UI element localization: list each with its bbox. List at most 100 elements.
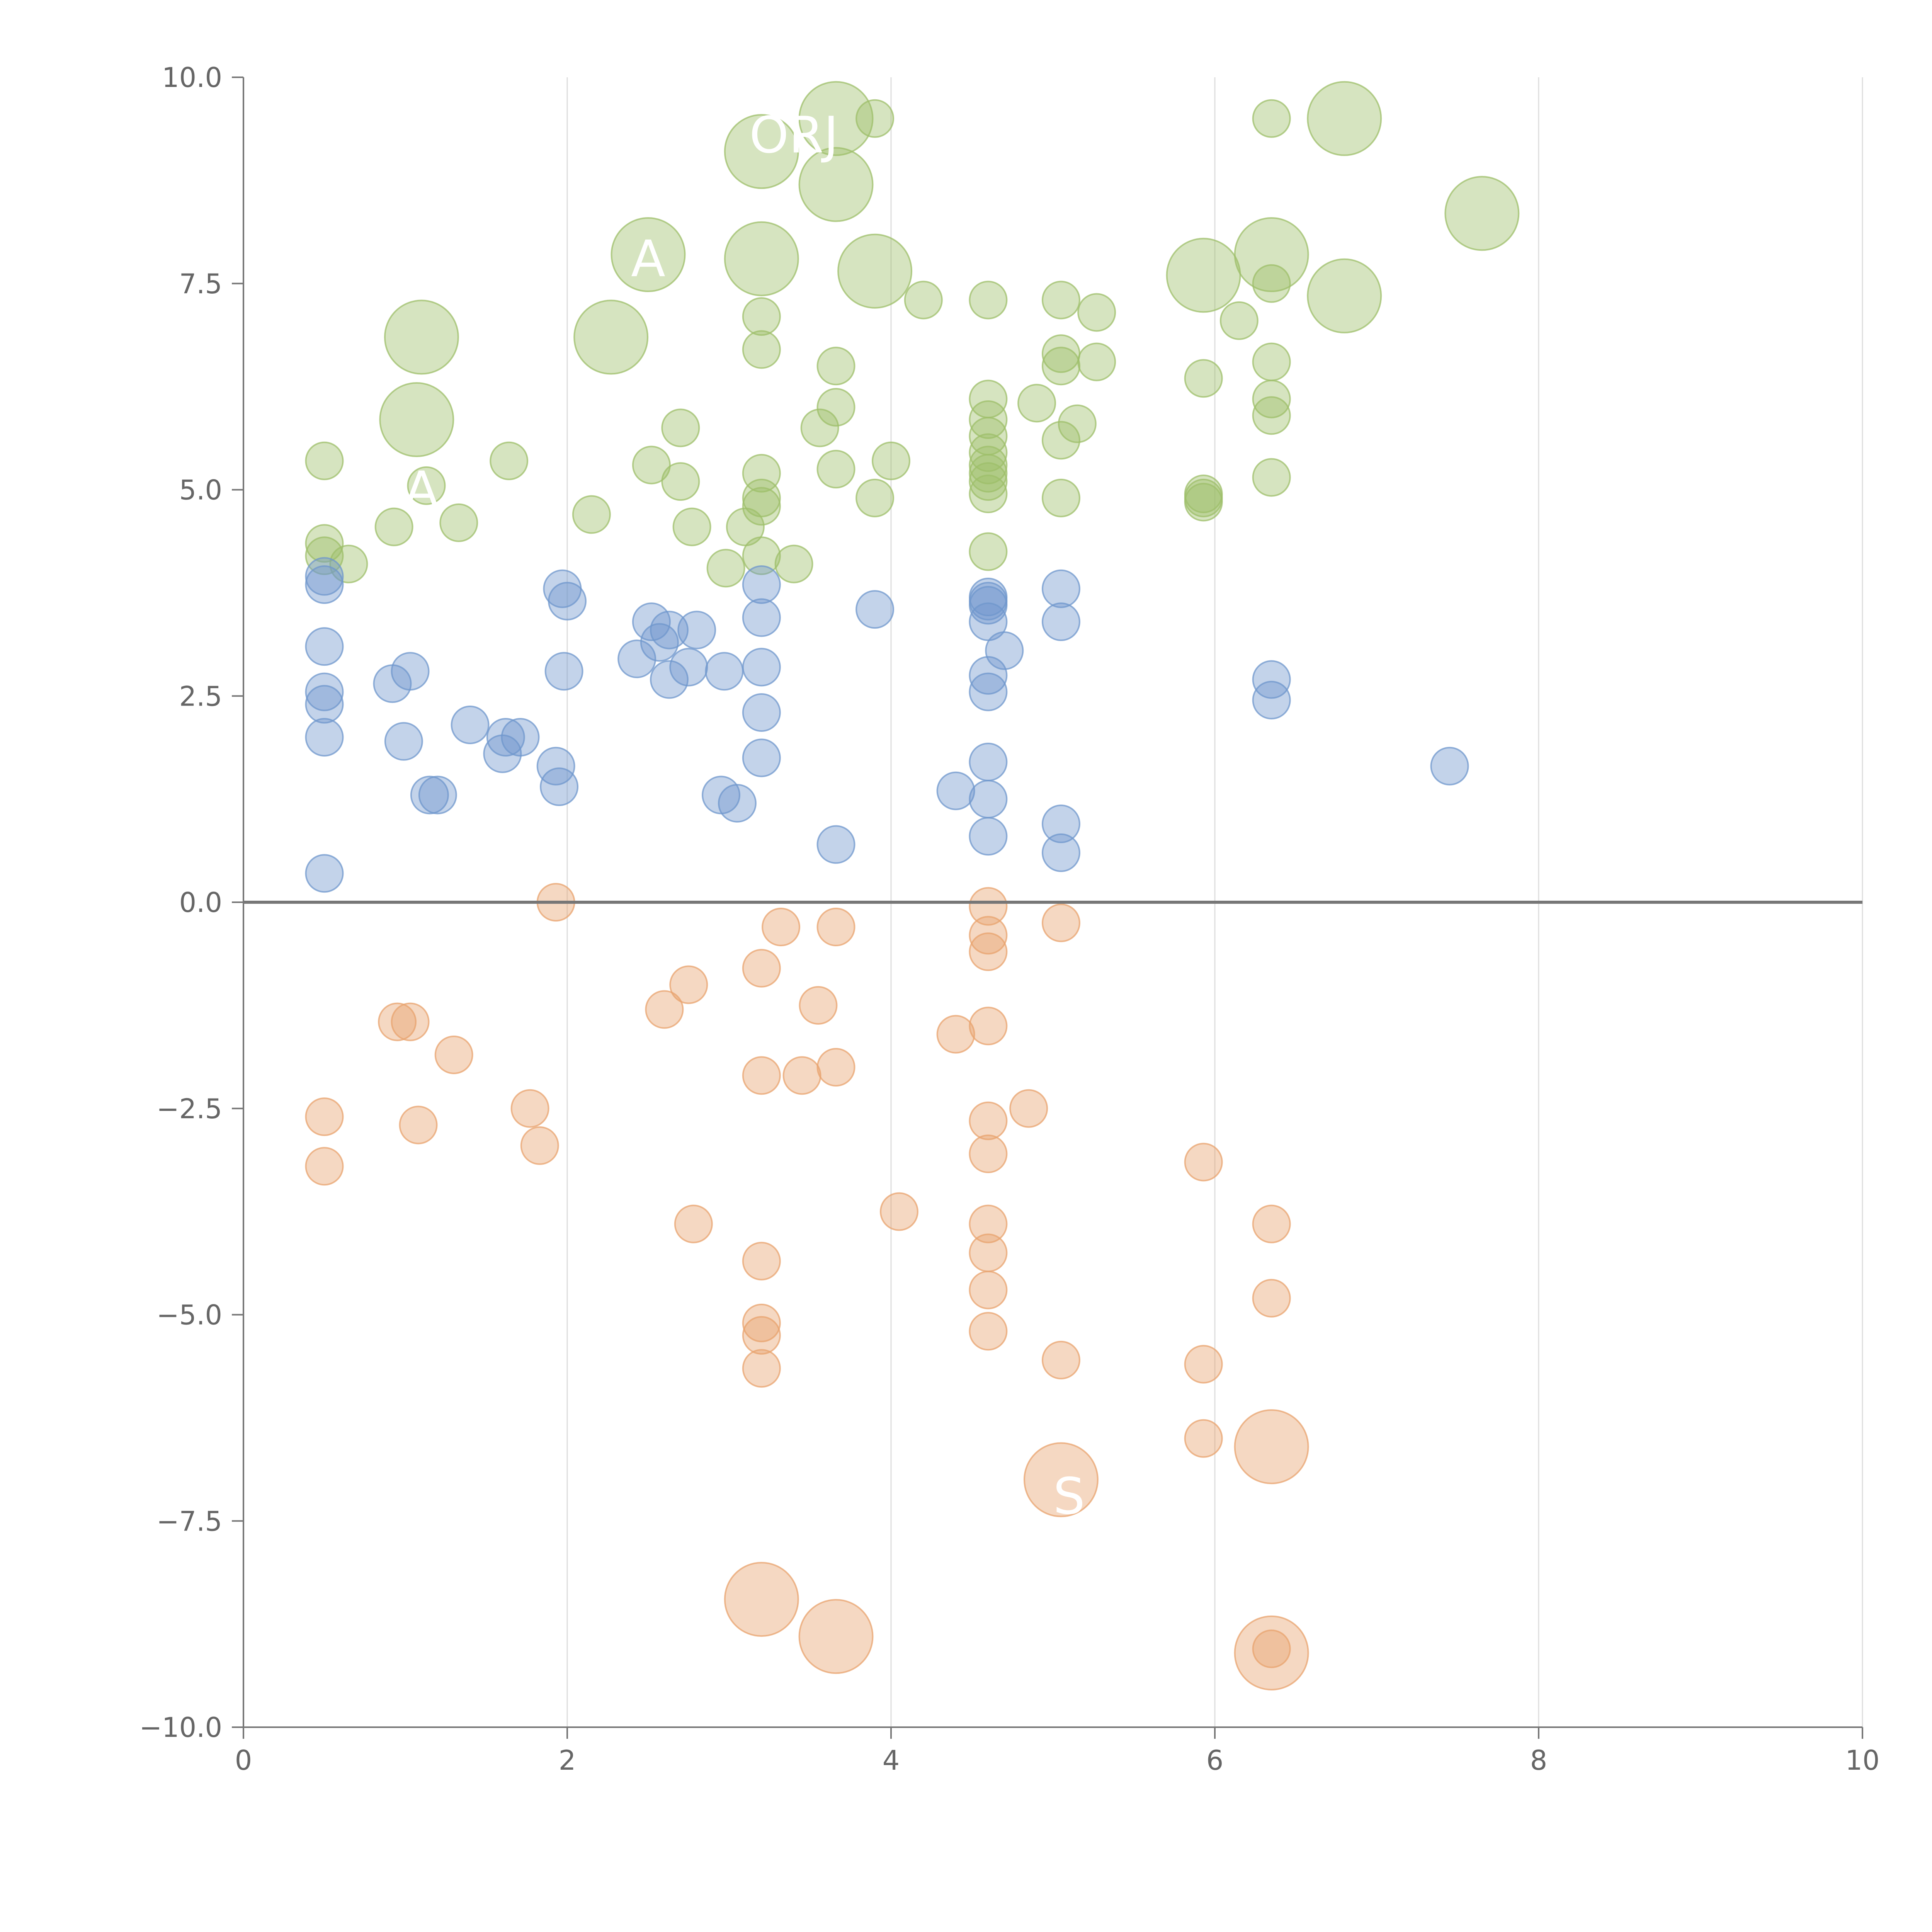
x-tick-label: 8 — [1530, 1745, 1548, 1776]
data-point — [969, 454, 1008, 493]
data-point — [742, 598, 781, 637]
y-tick-label: −2.5 — [156, 1093, 222, 1125]
data-point — [305, 1147, 344, 1186]
data-point — [816, 1048, 855, 1087]
data-point — [305, 441, 344, 480]
data-point — [742, 297, 781, 336]
x-tick-label: 2 — [559, 1745, 576, 1776]
data-point — [724, 1562, 799, 1637]
data-point — [855, 590, 895, 629]
data-point — [837, 233, 913, 309]
data-point — [1234, 1615, 1309, 1690]
data-point — [407, 466, 446, 505]
data-point — [672, 507, 711, 546]
y-tick-label: 0.0 — [179, 887, 222, 918]
data-point — [305, 672, 344, 711]
data-point — [384, 722, 423, 761]
data-point — [374, 507, 413, 546]
data-point — [969, 433, 1008, 472]
data-point — [1307, 81, 1382, 156]
data-point — [451, 705, 490, 744]
data-point — [816, 908, 855, 947]
data-point — [969, 780, 1008, 819]
data-point — [548, 582, 587, 621]
data-point — [391, 1002, 430, 1041]
data-point — [742, 738, 781, 777]
data-point — [742, 1349, 781, 1388]
data-point — [399, 1105, 438, 1145]
data-point — [969, 817, 1008, 856]
point-label: A — [631, 230, 665, 288]
data-point — [969, 474, 1008, 514]
data-point — [985, 631, 1024, 670]
data-point — [872, 441, 910, 480]
y-tick-label: 7.5 — [179, 268, 222, 300]
data-point — [1041, 903, 1080, 942]
data-point — [1041, 478, 1080, 517]
data-point — [969, 672, 1008, 711]
data-point — [305, 1097, 344, 1136]
data-point — [742, 1303, 781, 1342]
data-point — [1184, 483, 1223, 522]
data-point — [1252, 99, 1291, 138]
data-point — [305, 565, 344, 604]
data-point — [632, 602, 671, 641]
data-point — [418, 776, 457, 815]
data-point — [544, 652, 583, 691]
x-tick-label: 6 — [1206, 1745, 1224, 1776]
data-point — [969, 887, 1008, 926]
data-point — [969, 916, 1008, 955]
data-point — [718, 784, 757, 823]
data-point — [969, 1007, 1008, 1046]
data-point — [798, 81, 874, 156]
data-point — [742, 1056, 781, 1095]
point-labels: A ORJ A S — [404, 105, 1085, 1526]
data-point — [969, 400, 1008, 439]
data-point — [661, 408, 700, 447]
data-point — [799, 986, 838, 1025]
data-point — [1234, 1409, 1309, 1485]
data-point — [800, 408, 839, 447]
data-point — [969, 743, 1008, 782]
data-point — [617, 639, 656, 679]
data-point — [742, 565, 781, 604]
data-point — [1023, 1442, 1099, 1517]
data-point — [650, 660, 689, 699]
data-point — [572, 495, 611, 534]
data-point — [969, 1270, 1008, 1310]
data-point — [1252, 379, 1291, 418]
data-point — [724, 114, 799, 189]
y-tick-label: 2.5 — [179, 680, 222, 712]
data-point — [969, 1312, 1008, 1351]
data-point — [669, 965, 708, 1004]
data-point — [1252, 396, 1291, 435]
data-point — [936, 1015, 975, 1054]
data-points — [305, 81, 1520, 1690]
data-point — [1252, 342, 1291, 381]
data-point — [969, 656, 1008, 695]
data-point — [378, 1002, 417, 1041]
data-point — [439, 503, 478, 542]
data-point — [782, 1056, 821, 1095]
data-point — [1184, 1143, 1223, 1182]
data-point — [1252, 1629, 1291, 1668]
data-point — [305, 685, 344, 724]
data-point — [742, 330, 781, 369]
data-point — [1184, 1345, 1223, 1384]
data-point — [536, 747, 575, 786]
data-point — [742, 949, 781, 988]
data-point — [645, 990, 684, 1029]
data-point — [1058, 404, 1097, 443]
data-point — [855, 99, 895, 138]
data-point — [540, 767, 579, 806]
y-tick-label: 10.0 — [162, 62, 222, 94]
data-point — [1252, 1204, 1291, 1243]
data-point — [669, 648, 708, 687]
data-point — [632, 446, 671, 485]
y-tick-label: −7.5 — [156, 1505, 222, 1537]
data-point — [384, 299, 459, 375]
data-point — [674, 1204, 713, 1243]
data-point — [1252, 264, 1291, 303]
data-point — [742, 1316, 781, 1355]
